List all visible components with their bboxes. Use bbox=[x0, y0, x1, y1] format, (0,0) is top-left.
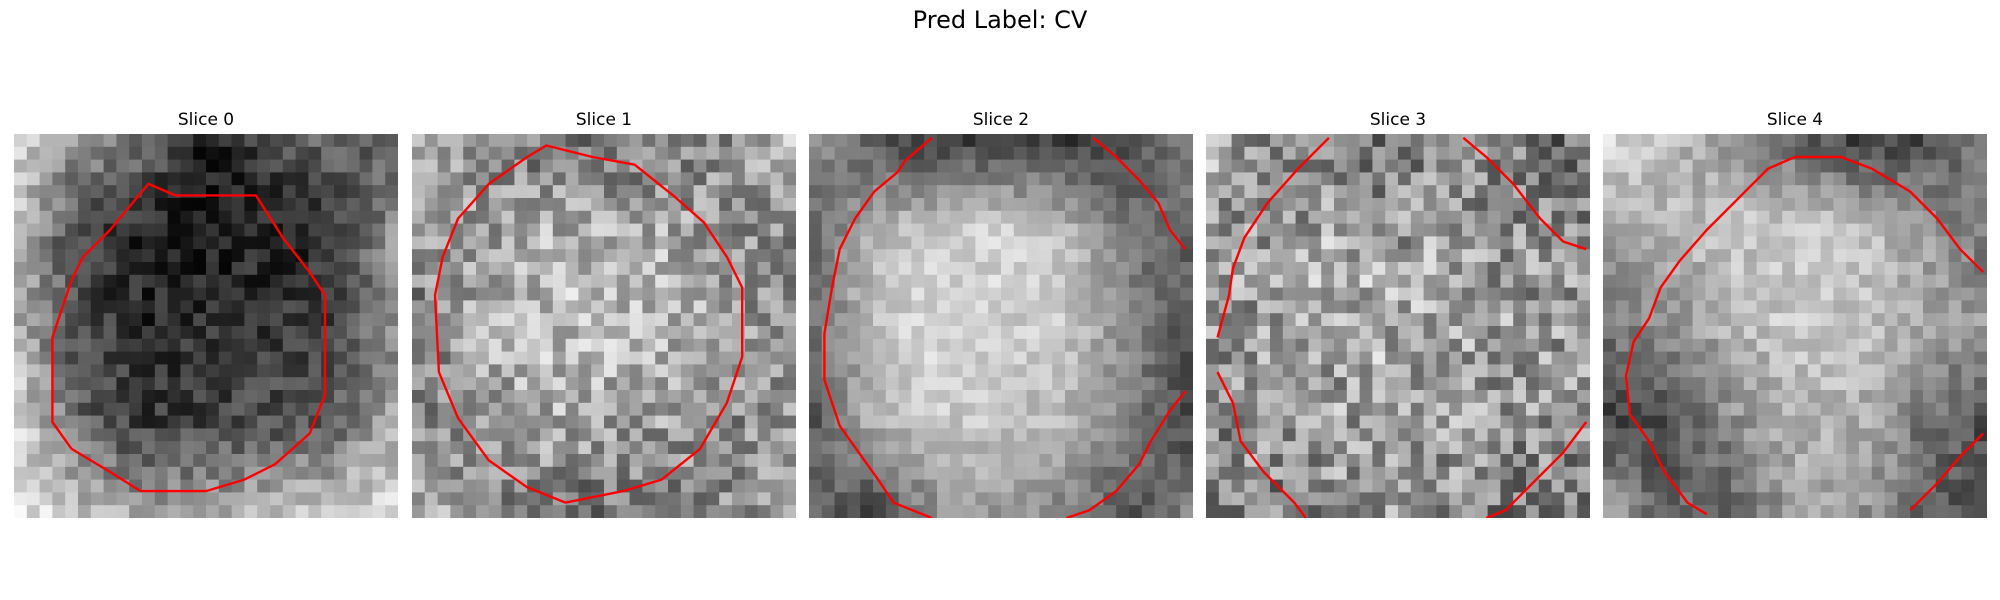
contour-line bbox=[1462, 136, 1587, 251]
slice-image-0 bbox=[14, 134, 398, 518]
slice-pixels bbox=[14, 134, 398, 518]
slice-panel-3: Slice 3 bbox=[1206, 108, 1590, 518]
figure-title: Pred Label: CV bbox=[912, 6, 1088, 34]
slice-panel-1: Slice 1 bbox=[412, 108, 796, 518]
slice-panel-0: Slice 0 bbox=[14, 108, 398, 518]
contour-line bbox=[1624, 260, 1708, 516]
contour-line bbox=[1678, 155, 1985, 274]
slice-panel-4: Slice 4 bbox=[1603, 108, 1987, 518]
slice-image-2 bbox=[809, 134, 1193, 518]
contour-line bbox=[1216, 371, 1307, 518]
slice-title: Slice 4 bbox=[1766, 110, 1824, 130]
slice-title: Slice 0 bbox=[177, 110, 235, 130]
slice-image-3 bbox=[1206, 134, 1590, 518]
contour-line bbox=[433, 144, 744, 504]
contour-line bbox=[823, 136, 933, 518]
contour-line bbox=[1216, 136, 1330, 338]
slice-pixels bbox=[1603, 134, 1987, 518]
slice-panel-2: Slice 2 bbox=[809, 108, 1193, 518]
contour-line bbox=[1092, 136, 1187, 250]
slice-image-4 bbox=[1603, 134, 1987, 518]
contour-line bbox=[1485, 421, 1588, 518]
slice-pixels bbox=[1206, 134, 1590, 518]
contour-line bbox=[1065, 390, 1187, 518]
slice-title: Slice 2 bbox=[972, 110, 1030, 130]
slice-pixels bbox=[412, 134, 796, 518]
contour-line bbox=[1909, 432, 1985, 512]
slice-image-1 bbox=[412, 134, 796, 518]
contour-line bbox=[51, 182, 327, 493]
slice-title: Slice 1 bbox=[575, 110, 633, 130]
slice-pixels bbox=[809, 134, 1193, 518]
slice-title: Slice 3 bbox=[1369, 110, 1427, 130]
